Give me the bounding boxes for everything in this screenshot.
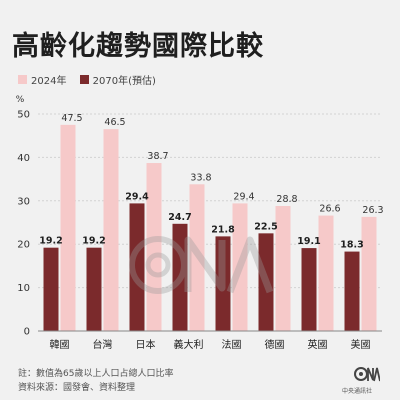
bar-2024	[146, 163, 162, 331]
data-label-2070: 19.2	[82, 236, 105, 247]
data-label-2024: 26.3	[362, 205, 383, 216]
cna-logo-icon	[354, 367, 380, 382]
y-tick-label: 40	[17, 153, 30, 164]
x-tick-label: 台灣	[93, 338, 113, 351]
legend-label-2024: 2024年	[31, 76, 67, 87]
footnote: 註：數值為65歲以上人口占總人口比率	[18, 369, 174, 379]
bar-2024	[189, 184, 205, 331]
data-label-2070: 18.3	[340, 240, 363, 251]
bar-2024	[60, 124, 76, 331]
bar-2024	[275, 206, 291, 331]
data-label-2070: 21.8	[211, 224, 235, 235]
x-tick-label: 日本	[136, 338, 156, 351]
cna-logo: 中央通訊社	[342, 364, 392, 395]
bar-2070	[172, 223, 188, 331]
bar-2024	[361, 216, 377, 331]
bar-2024	[103, 129, 119, 331]
legend-label-2070: 2070年(預估)	[92, 76, 156, 87]
data-label-2024: 28.8	[276, 194, 297, 205]
bar-2070	[301, 248, 317, 331]
y-tick-label: 50	[17, 110, 30, 121]
chart-title: 高齡化趨勢國際比較	[12, 31, 264, 62]
bar-2070	[43, 247, 59, 331]
y-tick-label: 0	[24, 327, 30, 338]
y-tick-label: 30	[17, 196, 30, 207]
y-tick-label: 20	[17, 240, 30, 251]
data-label-2024: 38.7	[147, 151, 168, 162]
data-label-2024: 29.4	[233, 191, 254, 202]
source-note: 資料來源：國發會、資料整理	[18, 383, 136, 393]
x-tick-label: 法國	[222, 338, 242, 351]
bar-2070	[258, 233, 274, 331]
data-label-2070: 24.7	[168, 212, 191, 223]
bar-2024	[232, 203, 248, 331]
x-tick-label: 美國	[351, 338, 371, 351]
legend-swatch-2070	[79, 75, 89, 84]
x-tick-label: 英國	[308, 338, 328, 351]
x-tick-label: 韓國	[50, 339, 70, 351]
legend-item-2024: 2024年	[18, 72, 66, 87]
data-label-2070: 22.5	[254, 221, 277, 232]
cna-logo-text: 中央通訊社	[342, 388, 373, 395]
x-tick-label: 德國	[265, 338, 285, 351]
bar-2070	[86, 247, 102, 331]
cna-watermark-icon	[129, 236, 274, 294]
y-unit-label: %	[16, 95, 25, 105]
y-tick-label: 10	[17, 283, 30, 294]
data-label-2024: 46.5	[104, 117, 125, 128]
legend-item-2070: 2070年(預估)	[79, 72, 156, 87]
bar-2070	[344, 251, 360, 331]
data-label-2070: 19.1	[297, 236, 320, 247]
data-label-2024: 47.5	[61, 113, 82, 124]
data-label-2024: 33.8	[190, 172, 211, 183]
data-label-2024: 26.6	[319, 204, 340, 215]
data-label-2070: 19.2	[39, 236, 62, 247]
x-tick-label: 義大利	[174, 338, 204, 351]
legend-swatch-2024	[18, 75, 27, 84]
bar-2024	[318, 215, 334, 331]
bar-2070	[215, 236, 231, 331]
bar-2070	[129, 203, 145, 331]
data-label-2070: 29.4	[125, 191, 149, 202]
legend: 2024年 2070年(預估)	[18, 72, 166, 87]
